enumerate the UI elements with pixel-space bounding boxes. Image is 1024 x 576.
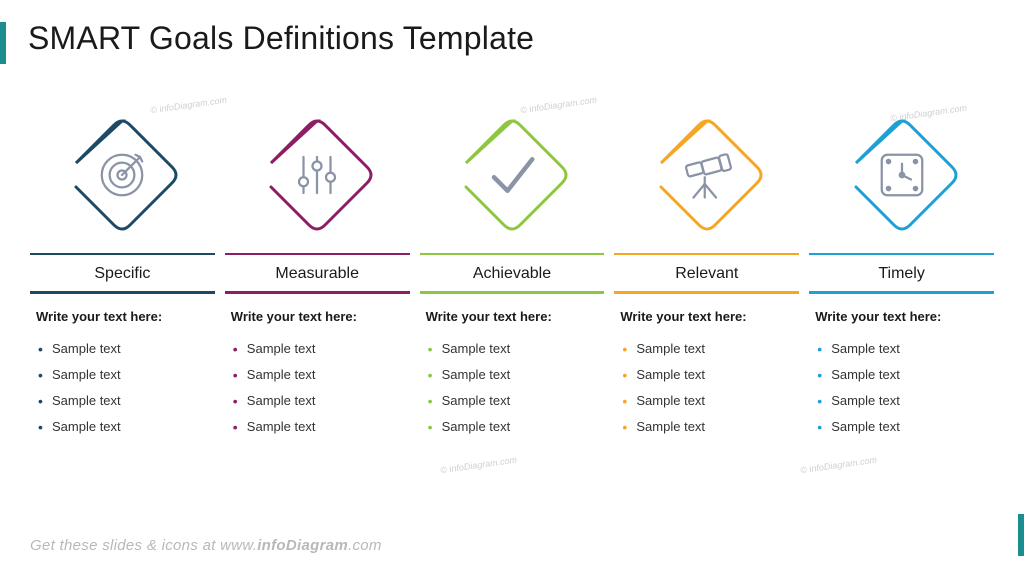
column-heading: Write your text here: — [426, 308, 599, 326]
bullet-item: Sample text — [426, 388, 599, 414]
watermark: © infoDiagram.com — [520, 95, 598, 116]
column-relevant: Relevant Write your text here: Sample te… — [614, 115, 799, 440]
bullet-list: Sample text Sample text Sample text Sample … — [815, 336, 988, 441]
bullet-item: Sample text — [620, 388, 793, 414]
bullet-text: Sample text — [636, 367, 705, 382]
diamond-frame — [257, 115, 377, 235]
watermark: © infoDiagram.com — [440, 455, 518, 476]
bullet-item: Sample text — [815, 388, 988, 414]
footer-bold: infoDiagram — [257, 537, 348, 554]
bullet-text: Sample text — [636, 341, 705, 356]
diamond-frame — [842, 115, 962, 235]
bullet-text: Sample text — [247, 393, 316, 408]
bullet-item: Sample text — [426, 336, 599, 362]
accent-bar-right — [1018, 514, 1024, 556]
bullet-text: Sample text — [52, 341, 121, 356]
footer-prefix: Get these slides & icons at www. — [30, 537, 257, 554]
bullet-item: Sample text — [620, 414, 793, 440]
bullet-text: Sample text — [442, 341, 511, 356]
column-heading: Write your text here: — [620, 308, 793, 326]
diamond-frame — [62, 115, 182, 235]
smart-columns: Specific Write your text here: Sample te… — [30, 115, 994, 440]
column-body: Write your text here: Sample textSample … — [809, 294, 994, 440]
bullet-item: Sample text — [231, 362, 404, 388]
diamond-frame — [647, 115, 767, 235]
bullet-item: Sample text — [815, 414, 988, 440]
column-body: Write your text here: Sample textSample … — [30, 294, 215, 440]
bullet-text: Sample text — [52, 367, 121, 382]
bullet-text: Sample text — [442, 393, 511, 408]
bullet-item: Sample text — [36, 336, 209, 362]
column-label: Measurable — [275, 255, 359, 291]
bullet-item: Sample text — [231, 336, 404, 362]
accent-bar-left — [0, 22, 6, 64]
bullet-text: Sample text — [247, 419, 316, 434]
bullet-item: Sample text — [231, 414, 404, 440]
bullet-text: Sample text — [831, 393, 900, 408]
column-heading: Write your text here: — [815, 308, 988, 326]
bullet-list: Sample text Sample text Sample text Sample … — [231, 336, 404, 441]
diamond-frame — [452, 115, 572, 235]
bullet-item: Sample text — [815, 362, 988, 388]
bullet-text: Sample text — [831, 419, 900, 434]
page-title: SMART Goals Definitions Template — [28, 20, 534, 57]
column-measurable: Measurable Write your text here: Sample … — [225, 115, 410, 440]
bullet-text: Sample text — [247, 367, 316, 382]
watermark: © infoDiagram.com — [150, 95, 228, 116]
column-label: Specific — [94, 255, 150, 291]
column-body: Write your text here: Sample textSample … — [225, 294, 410, 440]
bullet-text: Sample text — [52, 393, 121, 408]
bullet-text: Sample text — [247, 341, 316, 356]
telescope-icon — [680, 148, 734, 202]
watermark: © infoDiagram.com — [800, 455, 878, 476]
bullet-text: Sample text — [52, 419, 121, 434]
sliders-icon — [290, 148, 344, 202]
bullet-text: Sample text — [442, 419, 511, 434]
bullet-list: Sample text Sample text Sample text Sample … — [426, 336, 599, 441]
bullet-list: Sample text Sample text Sample text Sample … — [620, 336, 793, 441]
bullet-text: Sample text — [831, 341, 900, 356]
column-timely: Timely Write your text here: Sample text… — [809, 115, 994, 440]
column-specific: Specific Write your text here: Sample te… — [30, 115, 215, 440]
bullet-item: Sample text — [36, 362, 209, 388]
column-heading: Write your text here: — [231, 308, 404, 326]
footer-credit: Get these slides & icons at www.infoDiag… — [30, 537, 382, 554]
clock-icon — [875, 148, 929, 202]
column-body: Write your text here: Sample textSample … — [420, 294, 605, 440]
column-label: Timely — [878, 255, 925, 291]
footer-suffix: .com — [348, 537, 382, 554]
target-icon — [95, 148, 149, 202]
column-heading: Write your text here: — [36, 308, 209, 326]
bullet-item: Sample text — [231, 388, 404, 414]
bullet-item: Sample text — [815, 336, 988, 362]
bullet-item: Sample text — [36, 414, 209, 440]
column-achievable: Achievable Write your text here: Sample … — [420, 115, 605, 440]
bullet-item: Sample text — [426, 414, 599, 440]
bullet-text: Sample text — [831, 367, 900, 382]
bullet-item: Sample text — [36, 388, 209, 414]
bullet-text: Sample text — [442, 367, 511, 382]
bullet-list: Sample text Sample text Sample text Sample … — [36, 336, 209, 441]
column-label: Relevant — [675, 255, 738, 291]
bullet-item: Sample text — [620, 336, 793, 362]
bullet-item: Sample text — [426, 362, 599, 388]
column-label: Achievable — [473, 255, 551, 291]
bullet-text: Sample text — [636, 393, 705, 408]
bullet-text: Sample text — [636, 419, 705, 434]
check-icon — [485, 148, 539, 202]
bullet-item: Sample text — [620, 362, 793, 388]
column-body: Write your text here: Sample textSample … — [614, 294, 799, 440]
